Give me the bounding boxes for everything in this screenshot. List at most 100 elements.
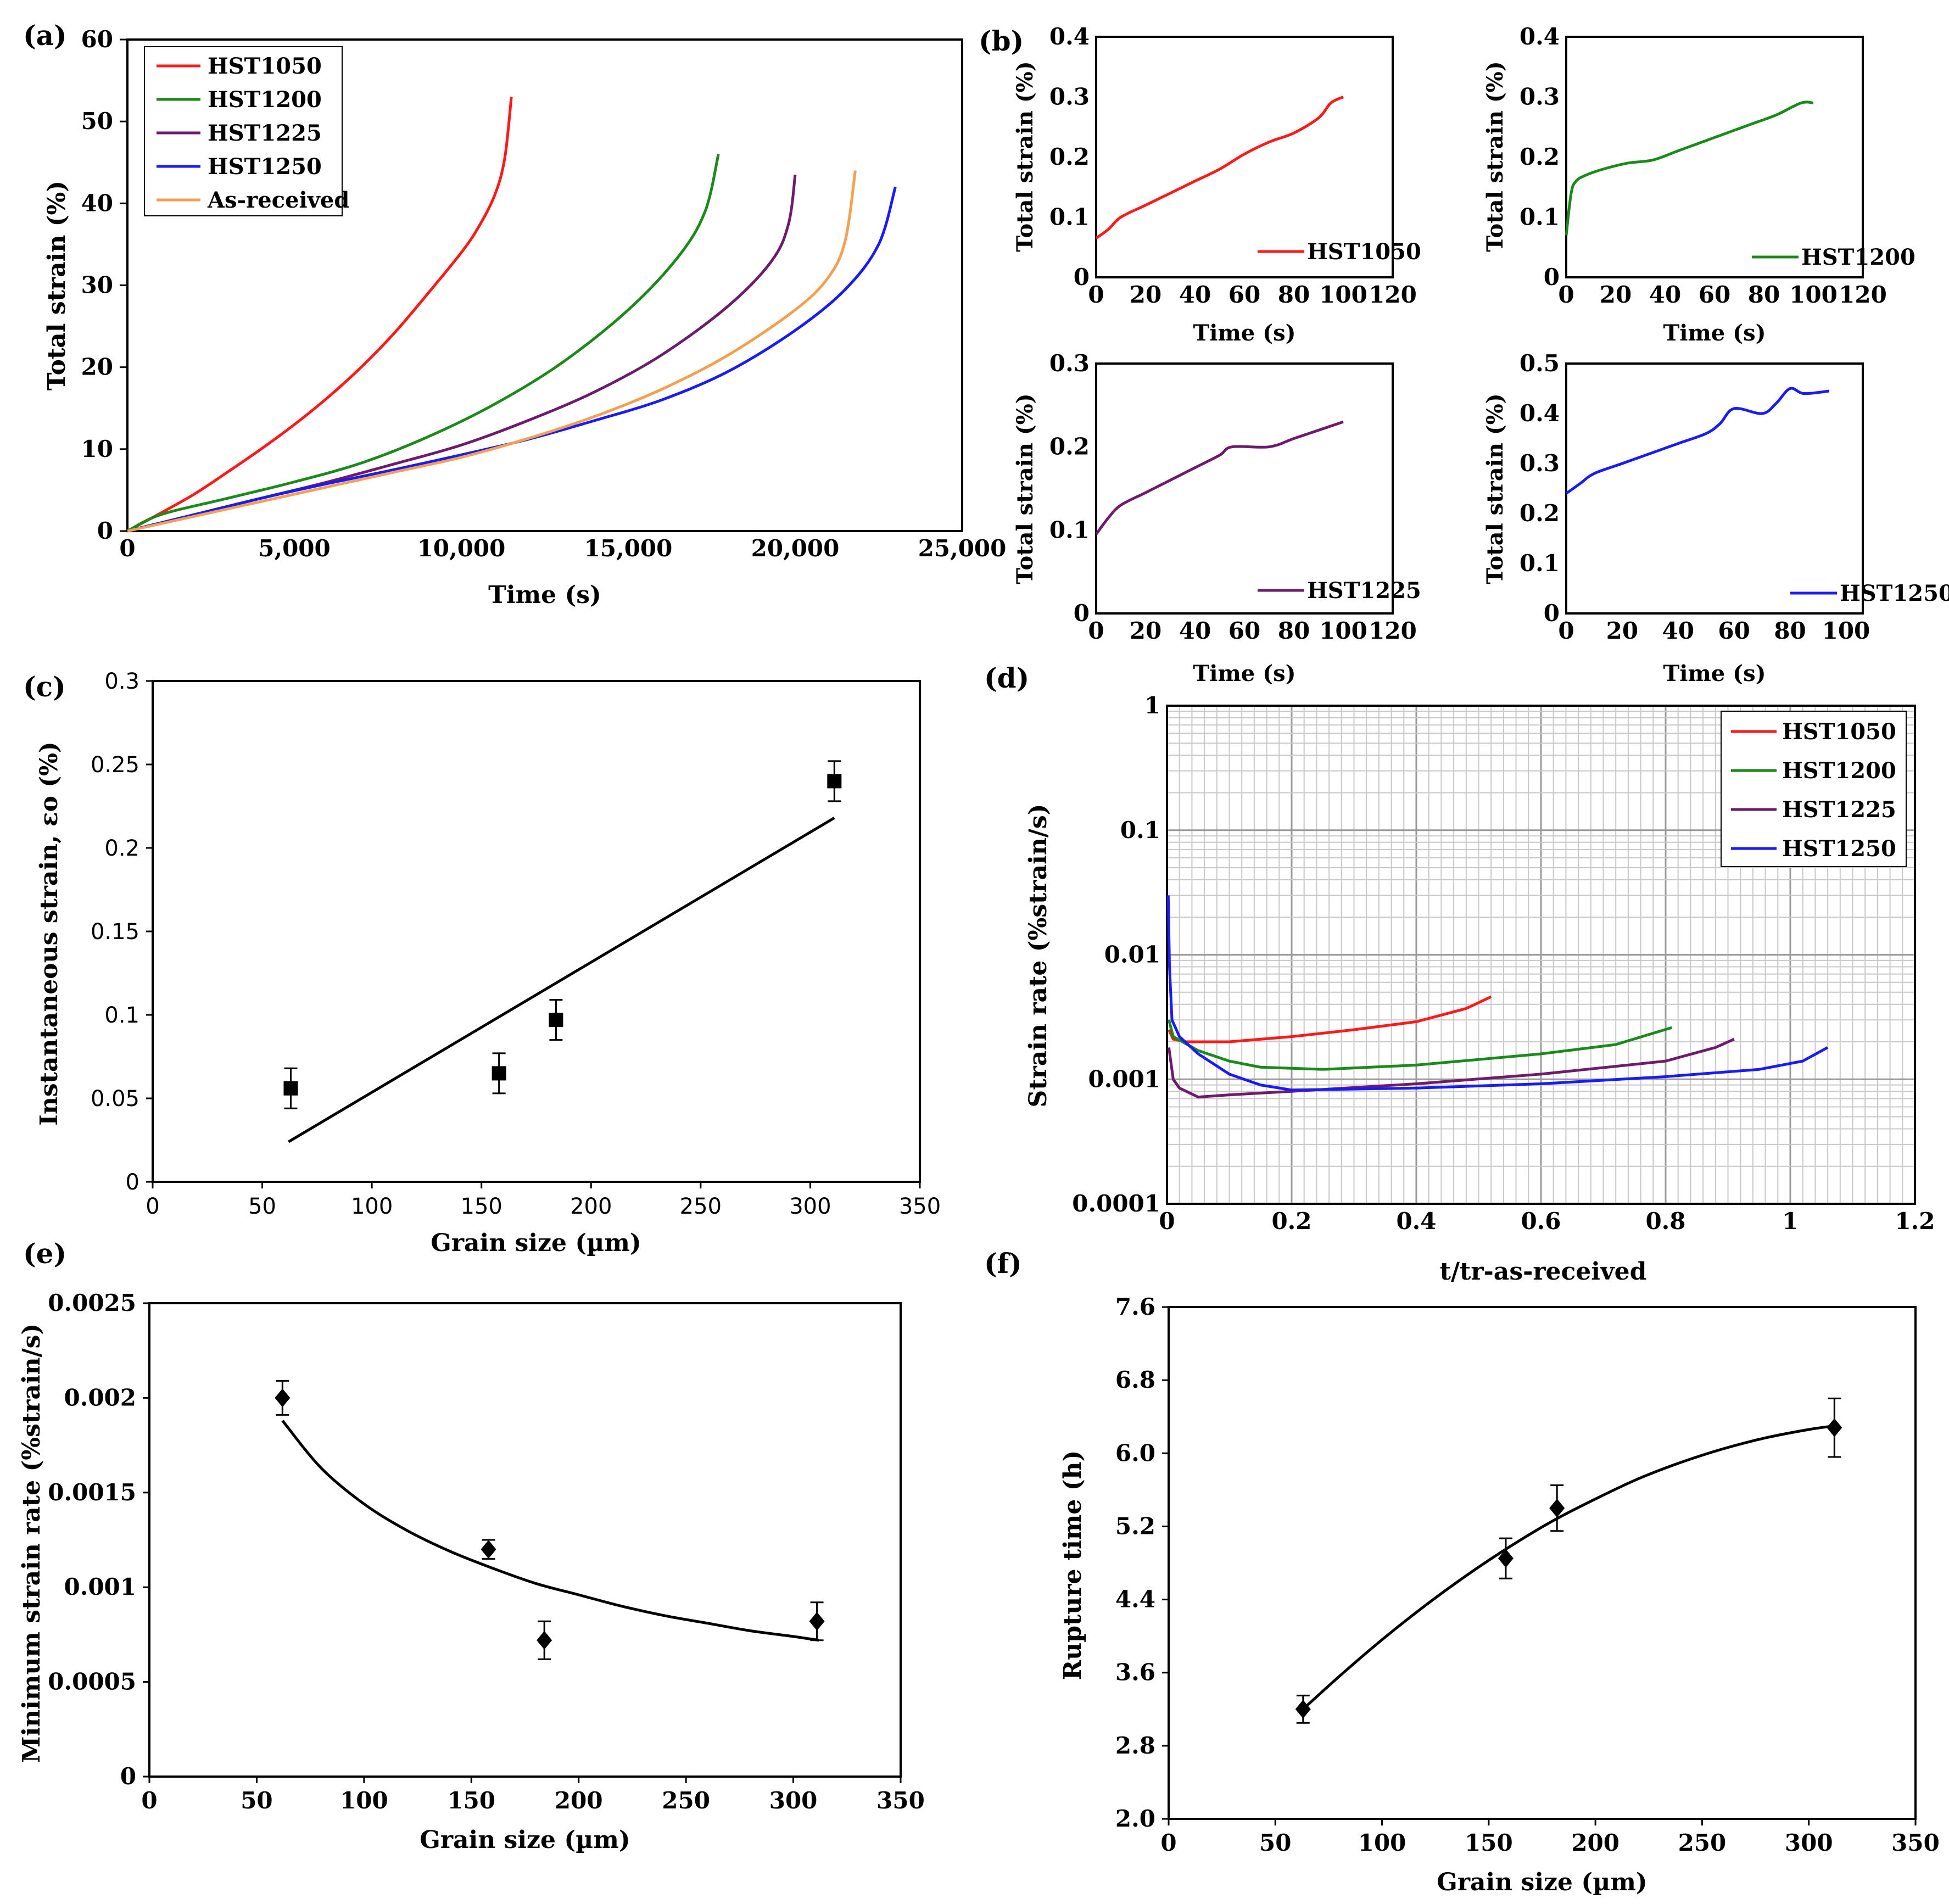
panel-d-xlabel: t/tr-as-received [1440,1258,1647,1286]
panel-f-xtick-label: 50 [1259,1829,1291,1856]
panel-b1-ytick-label: 0.2 [1049,143,1090,170]
panel-d-ytick-label: 0.01 [1104,941,1160,968]
panel-d-legend [1721,711,1907,867]
panel-f-frame [1168,1306,1917,1820]
panel-b1-ylabel: Total strain (%) [1012,61,1038,252]
panel-b2-xtick-label: 80 [1748,281,1780,308]
panel-b4-frame [1565,362,1864,615]
panel-f-data-point [1827,1418,1842,1437]
panel-b2-legend-label: HST1200 [1801,244,1916,270]
panel-b3-xtick-label: 20 [1130,617,1161,644]
panel-e: (e) 0 50 100 150 200 250 300 350 0 0.0005 0.001 0.0… [18,1237,925,1854]
panel-a-xlabel: Time (s) [488,581,601,609]
panel-f-xtick-label: 350 [1891,1829,1940,1856]
panel-d-series-hst1225 [1167,1037,1735,1099]
panel-b-hst1050: 0 20 40 60 80 100 120 0 0.1 0.2 0.3 0.4 Time (s) To… [1012,23,1421,346]
panel-a-ytick-label: 10 [81,435,113,462]
panel-d: (d) 0 0.2 0.4 0.6 0.8 1 1.2 0.0001 0.001 0.01 0.1 1… [984,662,1935,1286]
panel-c-ytick-label: 0.3 [104,669,139,694]
panel-a-legend-label: HST1050 [208,53,322,79]
panel-d-ytick-label: 0.1 [1120,817,1160,844]
panel-b4-xtick-label: 60 [1718,617,1750,644]
panel-d-xtick-label: 0.6 [1521,1208,1561,1235]
panel-b2-ytick-label: 0 [1544,264,1560,291]
panel-d-label: (d) [984,662,1029,694]
panel-c-data-point [549,1013,563,1028]
panel-b1-frame [1095,36,1394,278]
panel-b2-frame [1565,36,1864,278]
panel-f-xtick-label: 300 [1785,1829,1833,1856]
panel-a-series-hst1200 [126,154,720,533]
panel-b-hst1250: 0 20 40 60 80 100 0 0.1 0.2 0.3 0.4 0.5 Time (s) To… [1482,350,1949,686]
panel-d-xtick-label: 0.4 [1396,1208,1436,1235]
panel-e-ytick-label: 0.002 [64,1384,136,1411]
panel-b3-xtick-label: 100 [1319,617,1367,644]
panel-f-ytick-label: 5.2 [1115,1512,1155,1539]
panel-a-xtick-label: 15,000 [584,535,673,562]
panel-e-xtick-label: 50 [241,1787,272,1814]
panel-d-xtick-label: 1 [1782,1208,1798,1235]
panel-a-xtick-label: 20,000 [751,535,840,562]
panel-d-ytick-label: 0.0001 [1072,1190,1160,1217]
panel-b2-xtick-label: 120 [1839,281,1887,308]
panel-b1-series-hst1050 [1095,96,1344,239]
panel-b4-ytick-label: 0.3 [1520,450,1560,477]
panel-e-xtick-label: 250 [662,1787,710,1814]
panel-b1-ytick-label: 0.1 [1049,204,1090,231]
panel-b2-ytick-label: 0.4 [1520,23,1560,50]
panel-d-xtick-label: 0.8 [1645,1208,1685,1235]
panel-d-ytick-label: 0.001 [1088,1065,1160,1092]
panel-f-ytick-label: 2.8 [1115,1732,1155,1759]
panel-b4-ytick-label: 0.4 [1520,400,1560,427]
panel-b2-xtick-label: 20 [1600,281,1632,308]
panel-b1-xtick-label: 60 [1228,281,1260,308]
panel-b3-xlabel: Time (s) [1193,661,1295,686]
panel-b2-series-hst1200 [1565,100,1814,236]
panel-e-ytick-label: 0.0025 [48,1289,136,1316]
panel-b4-xlabel: Time (s) [1663,661,1766,686]
panel-f-ylabel: Rupture time (h) [1059,1450,1087,1680]
panel-e-frame [148,1302,902,1778]
panel-e-xlabel: Grain size (µm) [420,1826,630,1854]
panel-b3-ylabel: Total strain (%) [1012,393,1038,584]
panel-a-legend-label: HST1200 [208,87,322,113]
panel-a-legend-label: HST1225 [208,120,322,146]
panel-a-ytick-label: 0 [97,517,113,544]
panel-d-legend-label: HST1050 [1782,719,1896,745]
panel-b1-xtick-label: 120 [1369,281,1417,308]
panel-f-xtick-label: 250 [1678,1829,1727,1856]
panel-e-data-point [537,1631,552,1650]
panel-a-xtick-label: 10,000 [417,535,506,562]
panel-b2-ytick-label: 0.3 [1520,83,1560,110]
panel-a-ytick-label: 30 [81,272,113,299]
panel-c-xtick-label: 250 [680,1194,722,1219]
panel-c-xtick-label: 350 [899,1194,941,1219]
panel-d-series-hst1250 [1166,895,1829,1092]
panel-c-data-point [283,1081,298,1096]
panel-b4-series-hst1250 [1565,387,1830,495]
panel-c-ytick-label: 0.05 [91,1086,139,1112]
panel-b2-xtick-label: 100 [1789,281,1838,308]
panel-e-xtick-label: 300 [769,1787,818,1814]
panel-f-ytick-label: 3.6 [1115,1659,1155,1686]
panel-b3-ytick-label: 0 [1074,600,1090,627]
panel-c-xtick-label: 50 [248,1194,276,1219]
panel-e-xtick-label: 0 [141,1787,157,1814]
panel-b3-frame [1095,362,1394,615]
panel-a-xtick-label: 5,000 [258,535,331,562]
panel-e-ytick-label: 0 [120,1763,136,1790]
panel-b3-legend-label: HST1225 [1307,578,1421,604]
panel-c-xtick-label: 200 [570,1194,612,1219]
panel-b3-ytick-label: 0.1 [1049,516,1090,543]
panel-a-series-as-received [127,170,857,533]
panel-b2-ytick-label: 0.2 [1520,143,1560,170]
panel-a-ytick-label: 60 [81,26,113,53]
panel-b4-xtick-label: 20 [1606,617,1638,644]
panel-b1-xtick-label: 20 [1130,281,1161,308]
panel-c-fit-line [288,817,835,1143]
panel-b4-xtick-label: 40 [1662,617,1694,644]
panel-b4-xtick-label: 80 [1774,617,1806,644]
panel-b2-xtick-label: 0 [1558,281,1574,308]
panel-f-xtick-label: 150 [1465,1829,1513,1856]
panel-b2-ytick-label: 0.1 [1520,204,1560,231]
